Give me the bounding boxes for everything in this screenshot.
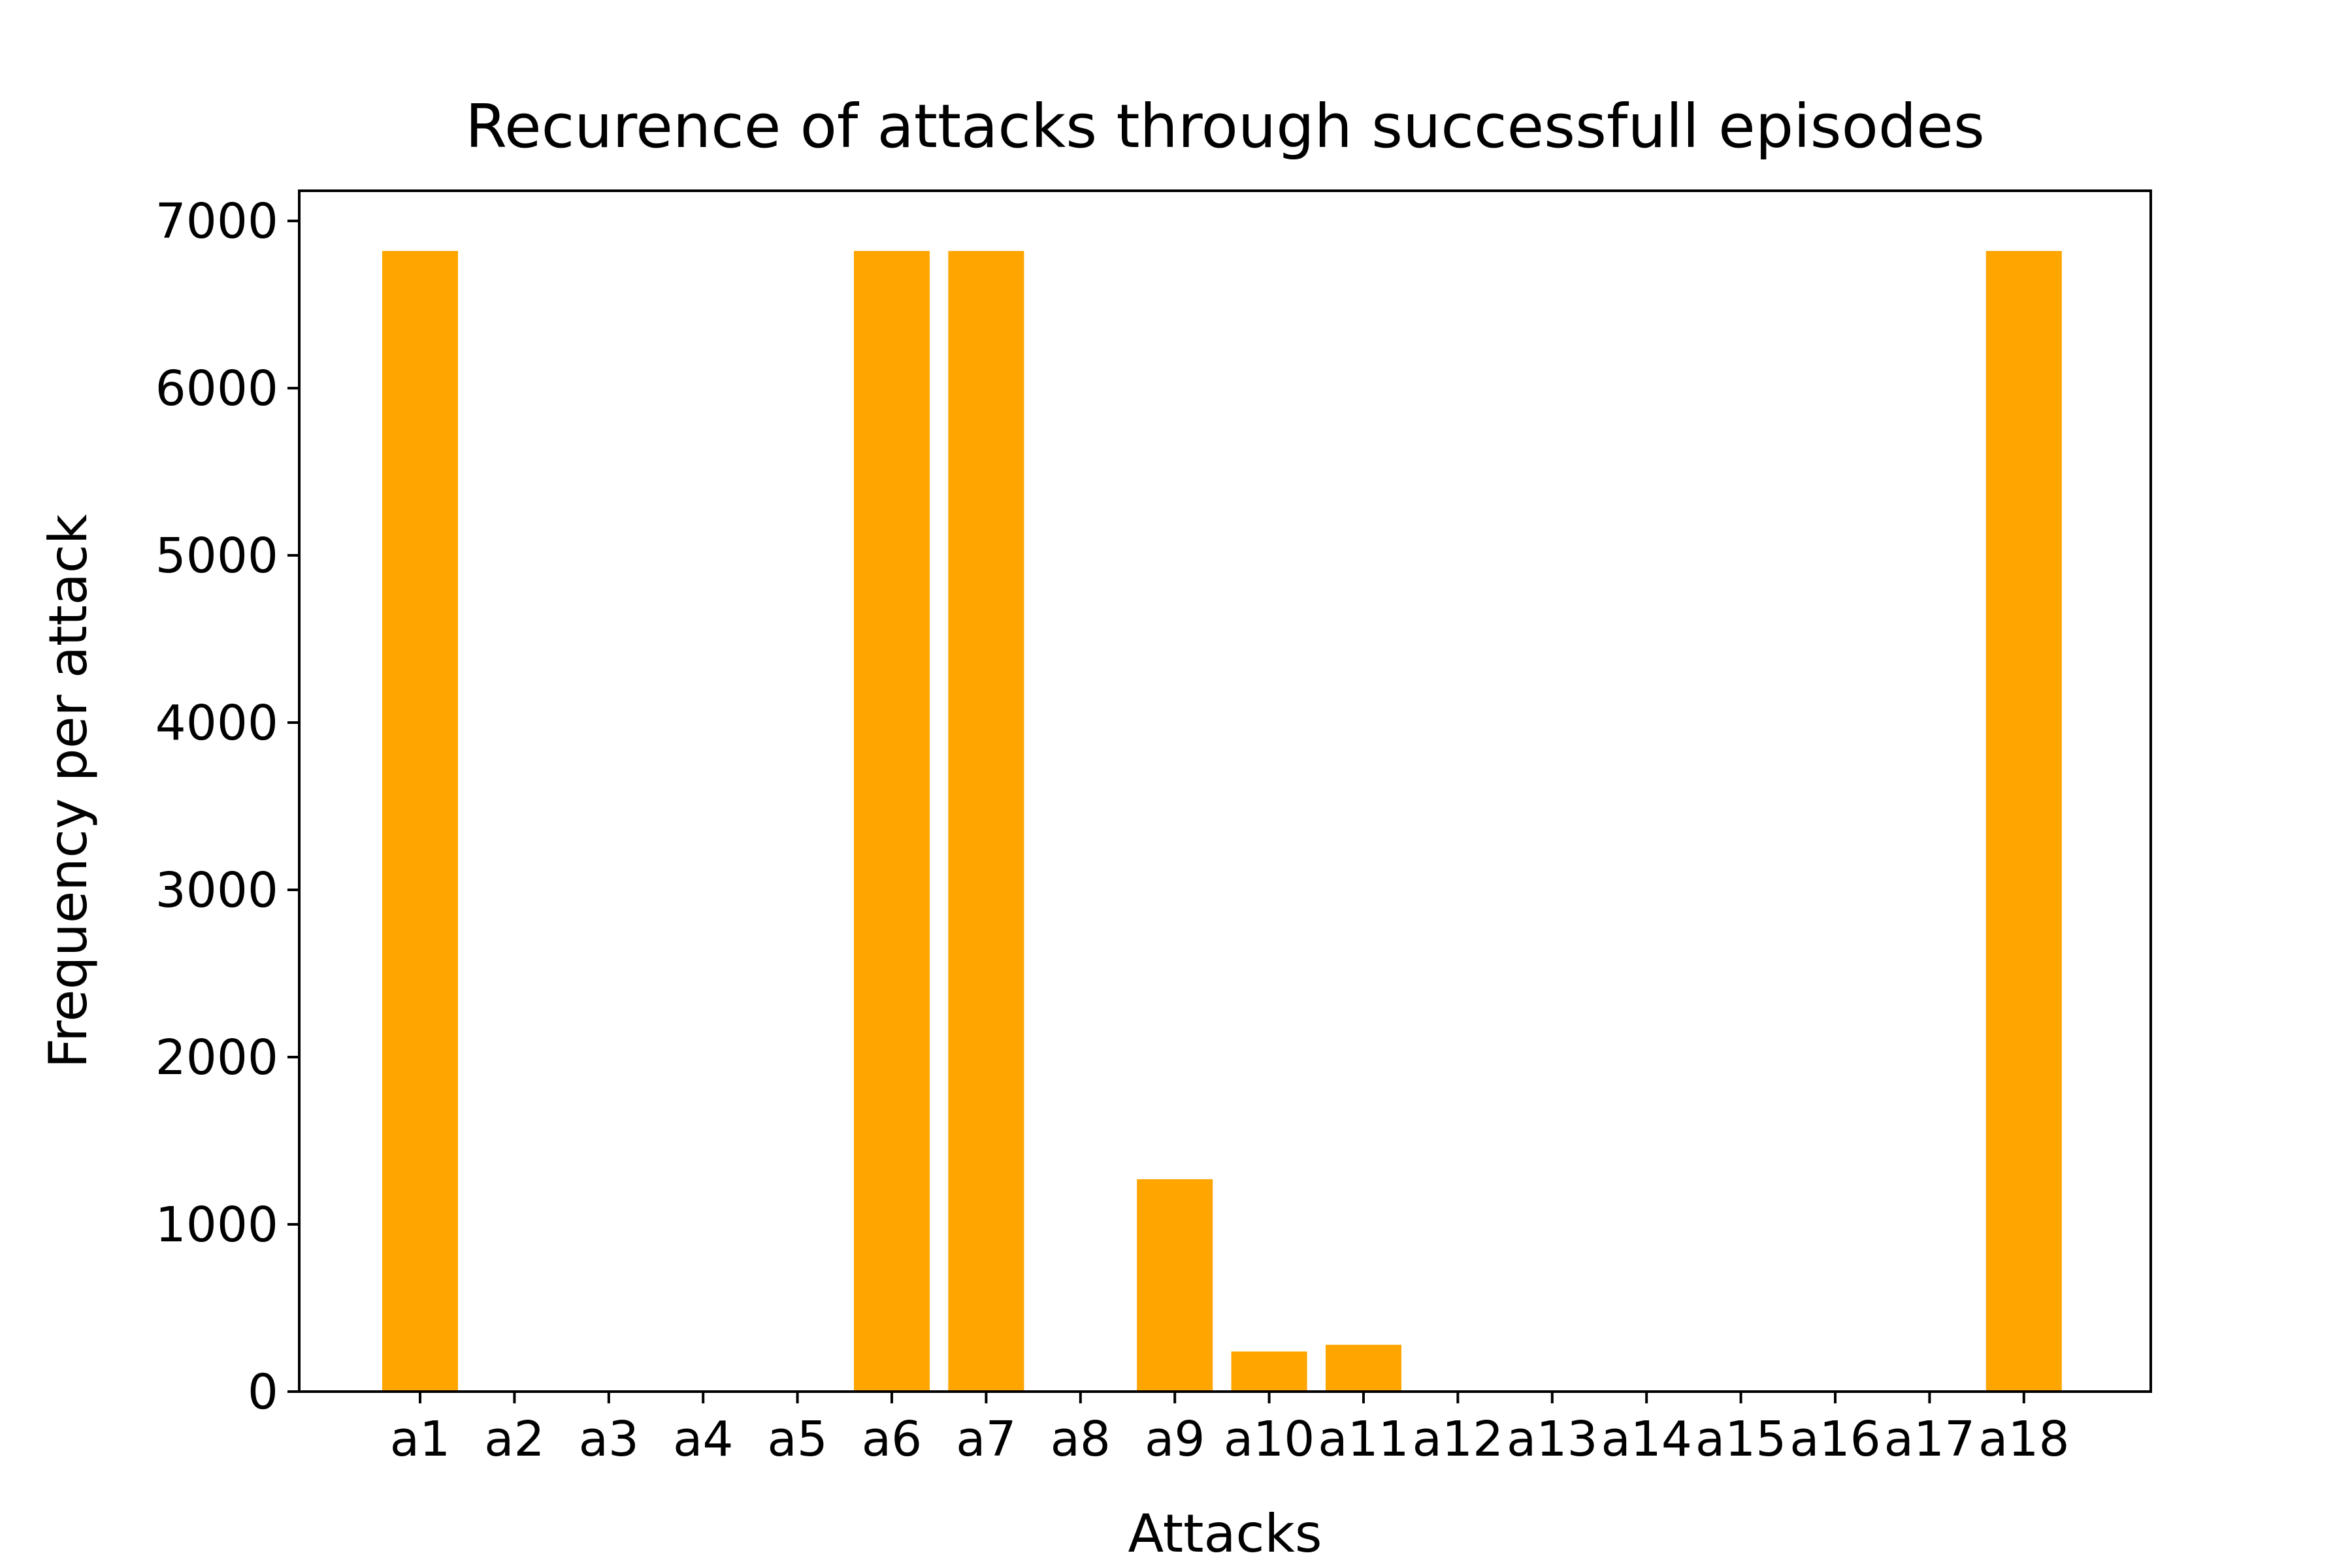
chart-title: Recurence of attacks through successfull… — [465, 91, 1985, 161]
x-tick-label-a5: a5 — [767, 1411, 827, 1467]
x-tick-label-a3: a3 — [579, 1411, 639, 1467]
x-tick-label-a16: a16 — [1789, 1411, 1881, 1467]
bar-a10 — [1231, 1351, 1307, 1392]
y-tick-label-2000: 2000 — [155, 1030, 278, 1086]
plot-frame — [298, 189, 2152, 1393]
x-tick-label-a9: a9 — [1145, 1411, 1205, 1467]
x-tick-label-a6: a6 — [862, 1411, 922, 1467]
y-tick-label-4000: 4000 — [155, 695, 278, 751]
x-tick-label-a1: a1 — [390, 1411, 450, 1467]
x-tick-label-a7: a7 — [956, 1411, 1016, 1467]
x-tick-label-a12: a12 — [1413, 1411, 1504, 1467]
y-tick-label-0: 0 — [248, 1364, 278, 1420]
x-tick-label-a2: a2 — [484, 1411, 544, 1467]
bar-a18 — [1985, 251, 2062, 1392]
x-tick-label-a4: a4 — [673, 1411, 733, 1467]
bar-a9 — [1137, 1179, 1213, 1392]
y-tick-label-5000: 5000 — [155, 528, 278, 584]
x-tick-label-a13: a13 — [1507, 1411, 1598, 1467]
x-tick-label-a18: a18 — [1978, 1411, 2070, 1467]
bars-group — [382, 251, 2062, 1392]
y-tick-label-1000: 1000 — [155, 1197, 278, 1253]
x-tick-label-a17: a17 — [1884, 1411, 1976, 1467]
x-axis-label: Attacks — [1128, 1503, 1322, 1564]
y-tick-label-7000: 7000 — [155, 193, 278, 250]
x-tick-label-a8: a8 — [1051, 1411, 1111, 1467]
y-tick-label-6000: 6000 — [155, 361, 278, 417]
bar-a7 — [948, 251, 1024, 1392]
y-tick-label-3000: 3000 — [155, 862, 278, 919]
x-tick-label-a15: a15 — [1695, 1411, 1787, 1467]
bar-a1 — [382, 251, 458, 1392]
x-tick-label-a14: a14 — [1601, 1411, 1692, 1467]
x-axis: a1 a2 a3 a4 a5 a6 a7 a8 a9 a10 a11 a12 a13 a14 a15 a16 a… — [390, 1392, 2070, 1467]
y-axis: 0 1000 2000 3000 4000 5000 6000 7000 — [155, 193, 299, 1420]
x-tick-label-a10: a10 — [1224, 1411, 1315, 1467]
bar-a6 — [854, 251, 930, 1392]
bar-a11 — [1326, 1345, 1401, 1392]
y-axis-label: Frequency per attack — [38, 514, 99, 1068]
x-tick-label-a11: a11 — [1318, 1411, 1409, 1467]
